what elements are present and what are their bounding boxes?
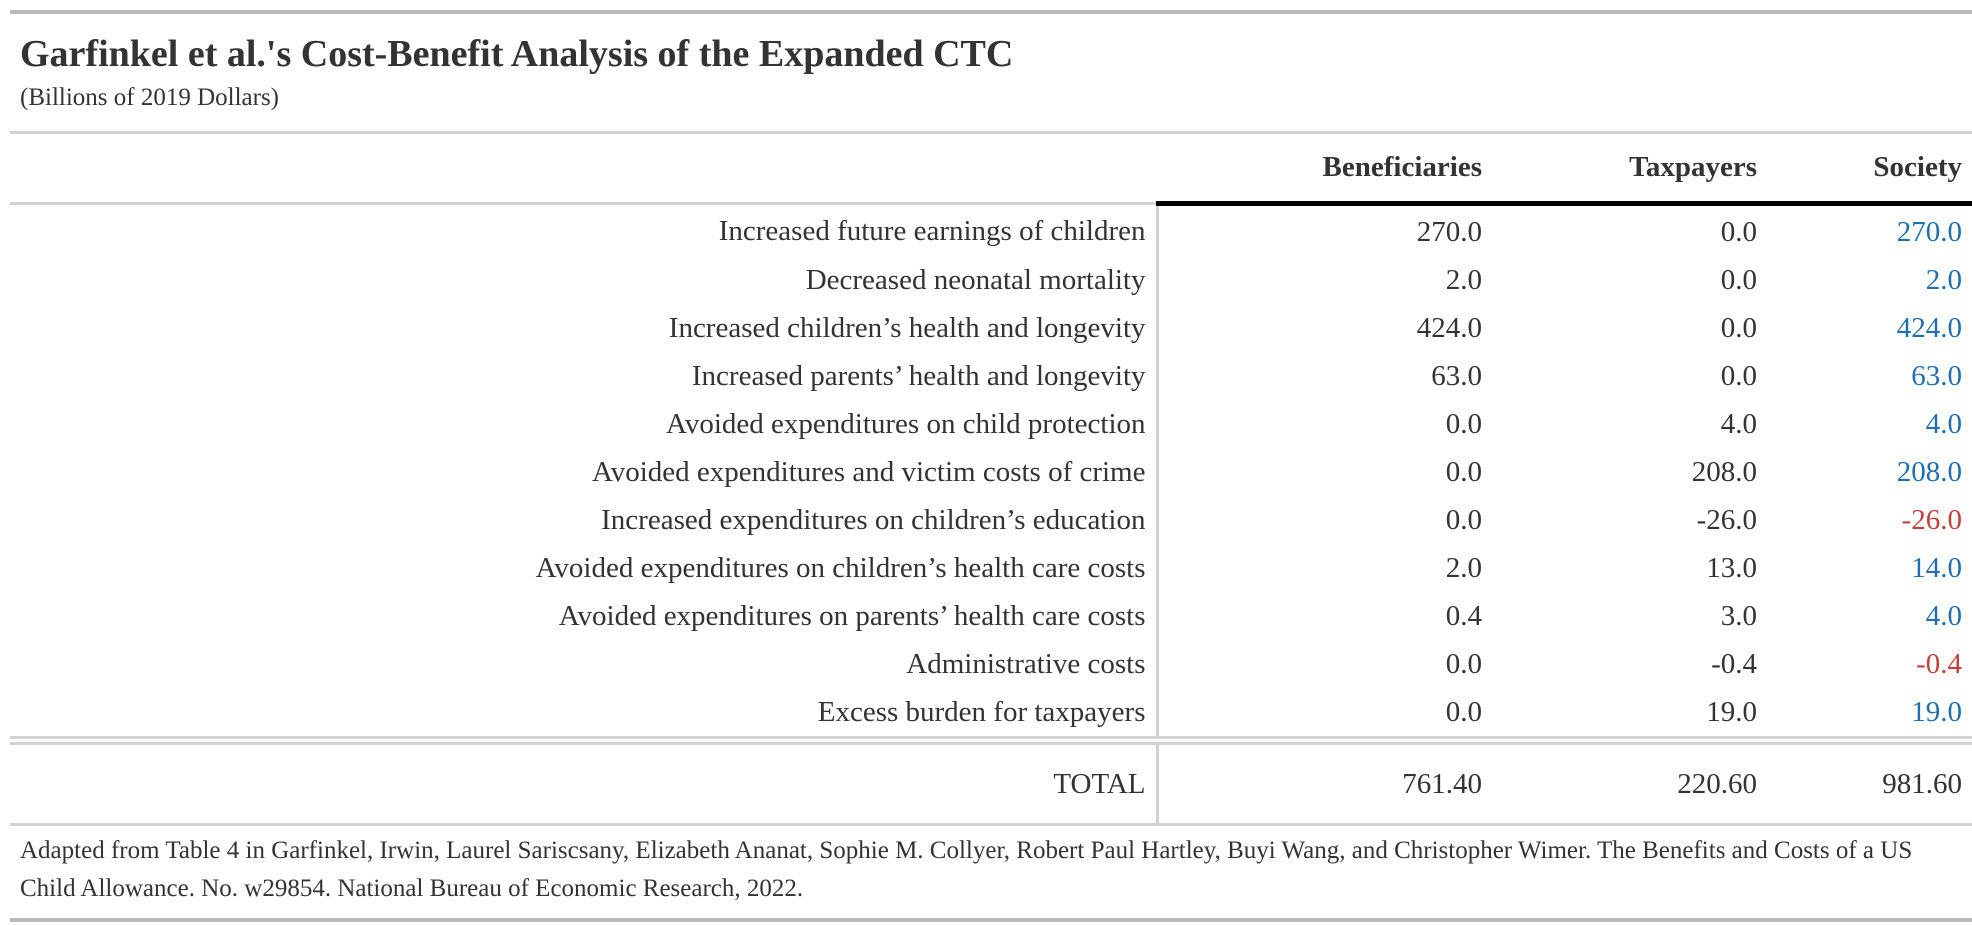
row-label: Increased expenditures on children’s edu… — [10, 496, 1159, 544]
society-cell: -0.4 — [1916, 647, 1962, 680]
cost-benefit-table: Beneficiaries Taxpayers Society Increase… — [10, 134, 1972, 826]
column-header-society: Society — [1767, 134, 1972, 206]
table-body: Increased future earnings of children 270… — [10, 203, 1972, 741]
table-row: Administrative costs 0.0 -0.4 -0.4 — [10, 640, 1972, 688]
table-row: Increased future earnings of children 270… — [10, 203, 1972, 256]
beneficiaries-cell: 0.4 — [1445, 599, 1482, 632]
row-label: Avoided expenditures on parents’ health … — [10, 592, 1159, 640]
table-row: Avoided expenditures on child protection… — [10, 400, 1972, 448]
beneficiaries-cell: 270.0 — [1416, 215, 1482, 248]
row-label: Administrative costs — [10, 640, 1159, 688]
table-row: Increased expenditures on children’s edu… — [10, 496, 1972, 544]
beneficiaries-cell: 0.0 — [1445, 503, 1482, 536]
beneficiaries-cell: 0.0 — [1445, 647, 1482, 680]
society-cell: 4.0 — [1925, 599, 1962, 632]
total-taxpayers: 220.60 — [1492, 736, 1767, 826]
table-title: Garfinkel et al.'s Cost-Benefit Analysis… — [20, 33, 1014, 75]
header-row: Beneficiaries Taxpayers Society — [10, 134, 1972, 206]
taxpayers-cell: 0.0 — [1720, 215, 1757, 248]
taxpayers-cell: 4.0 — [1720, 407, 1757, 440]
row-label: Increased children’s health and longevit… — [10, 304, 1159, 352]
taxpayers-cell: 208.0 — [1691, 455, 1757, 488]
taxpayers-cell: 0.0 — [1720, 263, 1757, 296]
beneficiaries-cell: 0.0 — [1445, 695, 1482, 728]
row-label: Avoided expenditures on child protection — [10, 400, 1159, 448]
bottom-rule — [10, 918, 1972, 922]
total-label: TOTAL — [10, 736, 1159, 826]
table-row: Avoided expenditures on children’s healt… — [10, 544, 1972, 592]
society-cell: 270.0 — [1896, 215, 1962, 248]
society-cell: 19.0 — [1911, 695, 1962, 728]
beneficiaries-cell: 424.0 — [1416, 311, 1482, 344]
table-row: Increased parents’ health and longevity 6… — [10, 352, 1972, 400]
row-label: Avoided expenditures and victim costs of… — [10, 448, 1159, 496]
taxpayers-cell: 3.0 — [1720, 599, 1757, 632]
society-cell: 14.0 — [1911, 551, 1962, 584]
row-label: Increased future earnings of children — [10, 203, 1159, 256]
row-label: Avoided expenditures on children’s healt… — [10, 544, 1159, 592]
society-cell: 424.0 — [1896, 311, 1962, 344]
society-cell: 2.0 — [1925, 263, 1962, 296]
society-cell: 63.0 — [1911, 359, 1962, 392]
header-rule — [10, 131, 1972, 134]
top-rule — [10, 10, 1972, 14]
table-row: Increased children’s health and longevit… — [10, 304, 1972, 352]
row-label: Excess burden for taxpayers — [10, 688, 1159, 741]
table-container: Garfinkel et al.'s Cost-Benefit Analysis… — [10, 10, 1972, 922]
taxpayers-cell: 0.0 — [1720, 359, 1757, 392]
society-cell: 4.0 — [1925, 407, 1962, 440]
beneficiaries-cell: 2.0 — [1445, 551, 1482, 584]
total-society: 981.60 — [1767, 736, 1972, 826]
column-header-taxpayers: Taxpayers — [1492, 134, 1767, 206]
total-row: TOTAL 761.40 220.60 981.60 — [10, 736, 1972, 826]
table-row: Avoided expenditures on parents’ health … — [10, 592, 1972, 640]
beneficiaries-cell: 0.0 — [1445, 455, 1482, 488]
row-label: Increased parents’ health and longevity — [10, 352, 1159, 400]
total-beneficiaries: 761.40 — [1157, 736, 1492, 826]
column-header-label — [10, 134, 1157, 205]
society-cell: 208.0 — [1896, 455, 1962, 488]
taxpayers-cell: 13.0 — [1706, 551, 1757, 584]
table-row: Avoided expenditures and victim costs of… — [10, 448, 1972, 496]
taxpayers-cell: 19.0 — [1706, 695, 1757, 728]
taxpayers-cell: -0.4 — [1711, 647, 1757, 680]
beneficiaries-cell: 63.0 — [1431, 359, 1482, 392]
row-label: Decreased neonatal mortality — [10, 256, 1159, 304]
taxpayers-cell: 0.0 — [1720, 311, 1757, 344]
column-header-beneficiaries: Beneficiaries — [1157, 134, 1492, 206]
beneficiaries-cell: 0.0 — [1445, 407, 1482, 440]
table-row: Excess burden for taxpayers 0.0 19.0 19.0 — [10, 688, 1972, 741]
table-row: Decreased neonatal mortality 2.0 0.0 2.0 — [10, 256, 1972, 304]
table-subtitle: (Billions of 2019 Dollars) — [20, 84, 280, 111]
society-cell: -26.0 — [1901, 503, 1962, 536]
source-footnote: Adapted from Table 4 in Garfinkel, Irwin… — [20, 837, 1913, 902]
taxpayers-cell: -26.0 — [1696, 503, 1757, 536]
beneficiaries-cell: 2.0 — [1445, 263, 1482, 296]
